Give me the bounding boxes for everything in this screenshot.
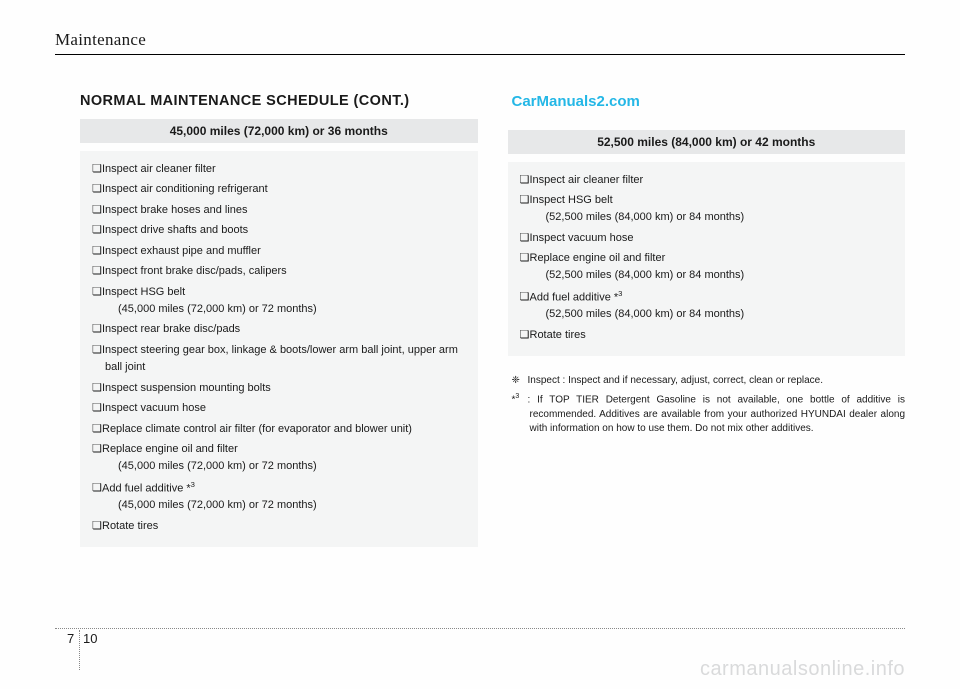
task-item: ❏Inspect vacuum hose xyxy=(92,400,466,417)
bullet-icon: ❏ xyxy=(520,192,530,209)
bullet-icon: ❏ xyxy=(520,289,530,306)
right-column: CarManuals2.com 52,500 miles (84,000 km)… xyxy=(508,93,906,547)
task-list-right: ❏Inspect air cleaner filter ❏Inspect HSG… xyxy=(508,162,906,356)
bullet-icon: ❏ xyxy=(92,400,102,417)
bullet-icon: ❏ xyxy=(520,172,530,189)
footnote: *3: If TOP TIER Detergent Gasoline is no… xyxy=(512,392,906,437)
manual-page: Maintenance NORMAL MAINTENANCE SCHEDULE … xyxy=(0,0,960,689)
section-number: 7 xyxy=(67,631,74,646)
footnote: ❈Inspect : Inspect and if necessary, adj… xyxy=(512,374,906,389)
interval-header-right: 52,500 miles (84,000 km) or 42 months xyxy=(508,130,906,154)
footer-dotted-rule xyxy=(55,628,905,629)
bullet-icon: ❏ xyxy=(92,243,102,260)
watermark-top: CarManuals2.com xyxy=(508,93,906,110)
interval-header-left: 45,000 miles (72,000 km) or 36 months xyxy=(80,119,478,143)
task-item: ❏Inspect front brake disc/pads, calipers xyxy=(92,263,466,280)
bullet-icon: ❏ xyxy=(92,202,102,219)
bullet-icon: ❏ xyxy=(520,250,530,267)
task-item: ❏Inspect HSG belt(52,500 miles (84,000 k… xyxy=(520,192,894,226)
bullet-icon: ❏ xyxy=(92,480,102,497)
page-footer: 7 10 xyxy=(55,628,905,651)
task-item: ❏Add fuel additive *3(45,000 miles (72,0… xyxy=(92,479,466,515)
task-item: ❏Inspect steering gear box, linkage & bo… xyxy=(92,342,466,376)
content-columns: NORMAL MAINTENANCE SCHEDULE (CONT.) 45,0… xyxy=(55,93,905,547)
left-column: NORMAL MAINTENANCE SCHEDULE (CONT.) 45,0… xyxy=(55,93,478,547)
vertical-dotted-divider xyxy=(79,630,80,670)
section-heading: NORMAL MAINTENANCE SCHEDULE (CONT.) xyxy=(80,93,478,109)
page-number: 10 xyxy=(83,631,97,646)
bullet-icon: ❏ xyxy=(92,263,102,280)
page-numbers: 7 10 xyxy=(55,631,905,651)
task-item: ❏Inspect brake hoses and lines xyxy=(92,202,466,219)
task-item: ❏Rotate tires xyxy=(92,518,466,535)
bullet-icon: ❏ xyxy=(92,421,102,438)
footnotes: ❈Inspect : Inspect and if necessary, adj… xyxy=(508,374,906,437)
bullet-icon: ❏ xyxy=(92,321,102,338)
task-item: ❏Inspect drive shafts and boots xyxy=(92,222,466,239)
task-item: ❏Replace engine oil and filter(52,500 mi… xyxy=(520,250,894,284)
task-list-left: ❏Inspect air cleaner filter ❏Inspect air… xyxy=(80,151,478,547)
bullet-icon: ❏ xyxy=(92,181,102,198)
task-item: ❏Rotate tires xyxy=(520,327,894,344)
watermark-bottom: carmanualsonline.info xyxy=(700,658,905,681)
task-item: ❏Inspect rear brake disc/pads xyxy=(92,321,466,338)
task-item: ❏Inspect suspension mounting bolts xyxy=(92,380,466,397)
bullet-icon: ❏ xyxy=(92,284,102,301)
bullet-icon: ❏ xyxy=(92,518,102,535)
task-item: ❏Add fuel additive *3(52,500 miles (84,0… xyxy=(520,288,894,324)
task-item: ❏Inspect air cleaner filter xyxy=(520,172,894,189)
task-item: ❏Inspect vacuum hose xyxy=(520,230,894,247)
task-item: ❏Inspect HSG belt(45,000 miles (72,000 k… xyxy=(92,284,466,318)
bullet-icon: ❏ xyxy=(92,161,102,178)
task-item: ❏Inspect air cleaner filter xyxy=(92,161,466,178)
task-item: ❏Replace engine oil and filter(45,000 mi… xyxy=(92,441,466,475)
task-item: ❏Replace climate control air filter (for… xyxy=(92,421,466,438)
bullet-icon: ❏ xyxy=(92,441,102,458)
bullet-icon: ❏ xyxy=(92,380,102,397)
bullet-icon: ❏ xyxy=(92,222,102,239)
task-item: ❏Inspect exhaust pipe and muffler xyxy=(92,243,466,260)
bullet-icon: ❏ xyxy=(520,327,530,344)
bullet-icon: ❏ xyxy=(92,342,102,359)
task-item: ❏Inspect air conditioning refrigerant xyxy=(92,181,466,198)
bullet-icon: ❏ xyxy=(520,230,530,247)
header-rule xyxy=(55,54,905,55)
header-title: Maintenance xyxy=(55,30,905,50)
